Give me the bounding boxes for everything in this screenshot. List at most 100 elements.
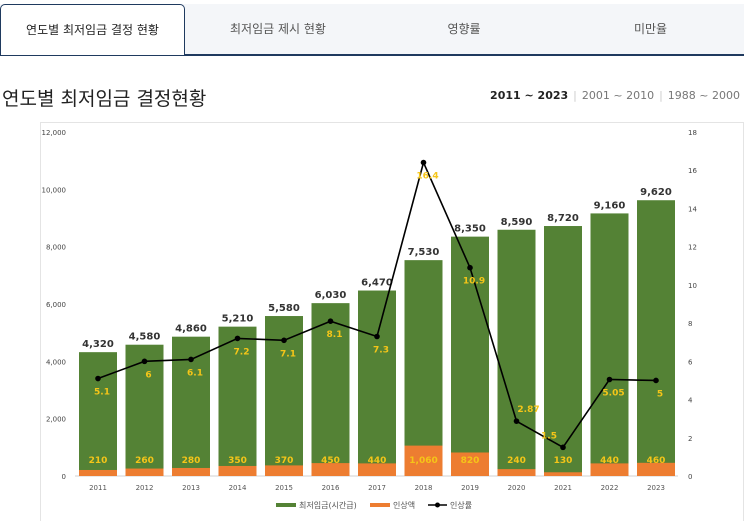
- data-label-increase-rate: 5.1: [94, 388, 110, 398]
- y2-tick-label: 2: [688, 435, 692, 443]
- y-tick-label: 0: [62, 473, 66, 481]
- y-tick-label: 8,000: [46, 244, 66, 252]
- x-tick-label: 2021: [554, 484, 572, 492]
- x-tick-label: 2012: [136, 484, 154, 492]
- x-tick-label: 2017: [368, 484, 386, 492]
- bar-increase-amount: [451, 452, 489, 476]
- tab-annual-decision[interactable]: 연도별 최저임금 결정 현황: [0, 4, 185, 55]
- data-label-minimum-wage: 6,470: [361, 278, 393, 289]
- bar-increase-amount: [172, 467, 210, 476]
- bar-minimum-wage: [637, 200, 675, 476]
- point-increase-rate: [234, 335, 241, 342]
- range-2001-2010[interactable]: 2001 ~ 2010: [581, 89, 655, 102]
- data-label-increase-amount: 370: [275, 456, 294, 466]
- legend-label: 인상액: [393, 500, 415, 510]
- data-label-minimum-wage: 6,030: [315, 290, 347, 301]
- bar-increase-amount: [311, 463, 350, 476]
- y-tick-label: 12,000: [42, 129, 67, 137]
- bar-minimum-wage: [79, 352, 117, 476]
- data-label-minimum-wage: 5,580: [268, 303, 300, 314]
- x-tick-label: 2013: [182, 484, 200, 492]
- point-increase-rate: [560, 444, 566, 451]
- point-increase-rate: [606, 376, 613, 383]
- data-label-increase-amount: 130: [554, 456, 573, 466]
- legend-swatch: [276, 503, 296, 507]
- data-label-increase-amount: 260: [135, 456, 154, 466]
- point-increase-rate: [420, 159, 427, 166]
- data-label-increase-amount: 460: [647, 456, 666, 466]
- legend-swatch: [370, 503, 390, 507]
- bar-increase-amount: [544, 472, 582, 476]
- point-increase-rate: [653, 377, 659, 384]
- tab-bar: 연도별 최저임금 결정 현황 최저임금 제시 현황 영향률 미만율: [0, 4, 744, 56]
- data-label-increase-amount: 1,060: [409, 456, 437, 466]
- bar-increase-amount: [590, 463, 629, 476]
- data-label-increase-amount: 350: [228, 456, 247, 466]
- bar-increase-amount: [358, 463, 396, 476]
- data-label-minimum-wage: 8,350: [454, 224, 486, 235]
- bar-minimum-wage: [451, 236, 489, 476]
- y-tick-label: 2,000: [46, 416, 66, 424]
- x-tick-label: 2014: [229, 484, 247, 492]
- y2-tick-label: 16: [688, 167, 697, 175]
- bar-minimum-wage: [404, 260, 443, 476]
- data-label-minimum-wage: 8,590: [501, 217, 533, 228]
- bar-increase-amount: [79, 469, 117, 476]
- point-increase-rate: [141, 358, 148, 365]
- data-label-minimum-wage: 9,620: [640, 187, 672, 198]
- x-tick-label: 2022: [601, 484, 619, 492]
- data-label-increase-amount: 450: [321, 456, 340, 466]
- data-label-increase-amount: 820: [461, 456, 480, 466]
- legend-label: 인상률: [450, 500, 472, 510]
- bar-increase-amount: [125, 468, 164, 476]
- bar-minimum-wage: [311, 303, 350, 476]
- bar-increase-amount: [497, 469, 536, 476]
- bar-increase-amount: [404, 445, 443, 476]
- tab-proposal[interactable]: 최저임금 제시 현황: [230, 22, 326, 36]
- bar-increase-amount: [637, 462, 675, 476]
- data-label-minimum-wage: 4,320: [82, 339, 114, 350]
- point-increase-rate: [188, 356, 194, 363]
- data-label-increase-amount: 440: [600, 456, 619, 466]
- data-label-increase-rate: 7.2: [234, 347, 250, 357]
- data-label-minimum-wage: 8,720: [547, 213, 579, 224]
- x-tick-label: 2019: [461, 484, 479, 492]
- data-label-increase-rate: 10.9: [463, 277, 485, 287]
- data-label-increase-rate: 5.05: [602, 388, 624, 398]
- point-increase-rate: [327, 318, 334, 325]
- y-tick-label: 4,000: [46, 358, 66, 366]
- data-label-increase-rate: 6: [145, 370, 151, 380]
- x-tick-label: 2023: [647, 484, 665, 492]
- bar-minimum-wage: [497, 229, 536, 476]
- page-title: 연도별 최저임금 결정현황: [2, 88, 207, 110]
- data-label-increase-rate: 8.1: [327, 330, 343, 340]
- tab-impact-rate[interactable]: 영향률: [447, 22, 481, 36]
- x-tick-label: 2011: [89, 484, 107, 492]
- y-tick-label: 10,000: [42, 186, 67, 194]
- x-tick-label: 2015: [275, 484, 293, 492]
- data-label-increase-amount: 440: [368, 456, 387, 466]
- data-label-minimum-wage: 5,210: [222, 314, 254, 325]
- range-2011-2023[interactable]: 2011 ~ 2023: [490, 89, 569, 102]
- data-label-increase-amount: 280: [182, 456, 201, 466]
- data-label-increase-amount: 210: [89, 456, 108, 466]
- data-label-increase-rate: 1.5: [541, 431, 557, 441]
- data-label-increase-rate: 7.3: [373, 345, 389, 355]
- data-label-increase-rate: 5: [657, 389, 663, 399]
- point-increase-rate: [374, 333, 380, 340]
- data-label-increase-rate: 2.87: [517, 405, 539, 415]
- y2-tick-label: 0: [688, 473, 692, 481]
- tab-below-rate[interactable]: 미만율: [633, 22, 668, 36]
- y2-tick-label: 6: [688, 358, 693, 366]
- y2-tick-label: 8: [688, 320, 692, 328]
- x-tick-label: 2018: [415, 484, 433, 492]
- x-tick-label: 2016: [322, 484, 340, 492]
- range-1988-2000[interactable]: 1988 ~ 2000: [667, 89, 740, 102]
- data-label-minimum-wage: 4,580: [129, 332, 161, 343]
- point-increase-rate: [467, 264, 473, 271]
- bar-minimum-wage: [590, 213, 629, 476]
- point-increase-rate: [281, 337, 287, 344]
- y2-tick-label: 14: [688, 205, 697, 213]
- y-tick-label: 6,000: [46, 301, 66, 309]
- data-label-increase-amount: 240: [507, 456, 526, 466]
